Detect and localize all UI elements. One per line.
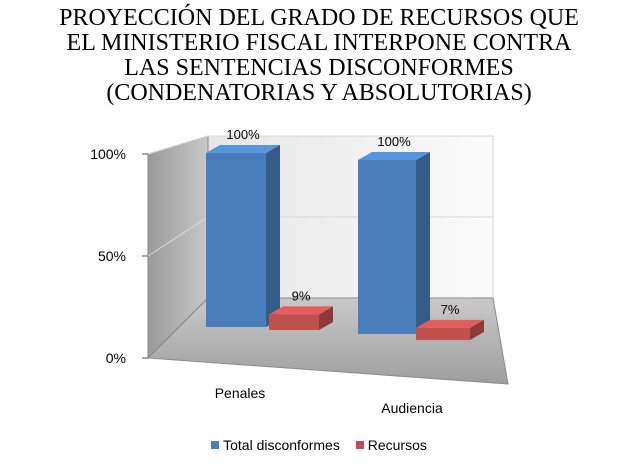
bar-side-face bbox=[266, 145, 280, 327]
chart-title-line-1: PROYECCIÓN DEL GRADO DE RECURSOS QUE bbox=[59, 5, 579, 31]
bar-top-face bbox=[416, 319, 484, 328]
bar-front-face bbox=[269, 314, 319, 330]
y-tick-label: 50% bbox=[98, 248, 126, 264]
x-category-label: Penales bbox=[215, 385, 266, 401]
legend-item-recursos: Recursos bbox=[355, 437, 427, 453]
chart-title-line-2: EL MINISTERIO FISCAL INTERPONE CONTRA bbox=[66, 30, 572, 56]
x-axis: Penales Audiencia bbox=[215, 385, 443, 416]
bar-top-face bbox=[206, 145, 280, 153]
data-label: 100% bbox=[226, 127, 260, 142]
y-axis: 0% 50% 100% bbox=[90, 146, 148, 366]
bar-top-face bbox=[269, 306, 333, 315]
bar-total-penales: 100% bbox=[206, 127, 280, 327]
legend: Total disconformes Recursos bbox=[0, 436, 638, 453]
y-tick-label: 100% bbox=[90, 146, 126, 162]
bar-side-face bbox=[416, 152, 430, 334]
bar-total-audiencia: 100% bbox=[358, 134, 430, 334]
bar-side-face bbox=[319, 306, 333, 330]
bar-front-face bbox=[358, 160, 416, 334]
bars: 100% 9% 100% 7% bbox=[206, 127, 484, 340]
bar-front-face bbox=[416, 327, 470, 340]
data-label: 100% bbox=[377, 134, 411, 149]
legend-item-total: Total disconformes bbox=[211, 437, 340, 453]
legend-swatch-recursos bbox=[355, 441, 364, 449]
y-tick-label: 0% bbox=[106, 350, 126, 366]
chart-title: PROYECCIÓN DEL GRADO DE RECURSOS QUE EL … bbox=[0, 6, 638, 106]
data-label: 7% bbox=[441, 302, 460, 317]
legend-swatch-total bbox=[211, 441, 220, 449]
bar-recursos-penales: 9% bbox=[269, 288, 333, 330]
legend-label-total: Total disconformes bbox=[223, 437, 340, 453]
x-category-label: Audiencia bbox=[381, 400, 443, 416]
chart-title-line-4: (CONDENATORIAS Y ABSOLUTORIAS) bbox=[106, 80, 532, 106]
bar-top-face bbox=[358, 152, 430, 160]
gridline bbox=[147, 135, 493, 155]
chart-title-line-3: LAS SENTENCIAS DISCONFORMES bbox=[124, 55, 514, 81]
bar-recursos-audiencia: 7% bbox=[416, 302, 484, 340]
bar-side-face bbox=[470, 319, 484, 340]
legend-label-recursos: Recursos bbox=[367, 437, 427, 453]
bar-front-face bbox=[206, 153, 266, 327]
data-label: 9% bbox=[292, 288, 311, 303]
